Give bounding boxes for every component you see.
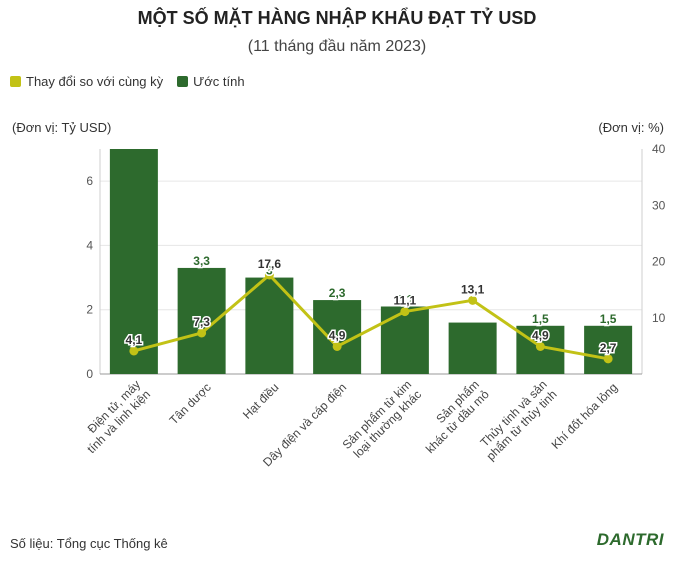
line-value-label: 4,1 [126, 333, 143, 347]
x-tick-label: Điện tử, máytính và linh kiện [74, 377, 153, 456]
line-value-label: 2,7 [600, 341, 617, 355]
legend: Thay đổi so với cùng kỳ Ước tính [10, 74, 245, 89]
legend-item-bar: Ước tính [177, 74, 245, 89]
bar-value-label: 3 [266, 264, 273, 278]
bar [109, 149, 158, 374]
bar-value-label: 2,1 [397, 293, 414, 307]
x-tick-label: Thủy tinh và sảnphẩm từ thủy tinh [474, 377, 560, 463]
x-tick-label: Sản phẩm từ kimloại thường khác [340, 377, 424, 461]
legend-swatch-line [10, 76, 21, 87]
left-axis-unit: (Đơn vị: Tỷ USD) [12, 120, 112, 135]
line-point [264, 270, 274, 280]
y-left-tick-label: 6 [86, 174, 93, 188]
x-tick-label: Khí đốt hóa lỏng [549, 380, 621, 452]
y-right-tick-label: 40 [652, 142, 666, 156]
x-tick-label: Tân dược [167, 380, 214, 427]
x-tick-label-line: Khí đốt hóa lỏng [549, 380, 621, 452]
bar-value-label: 2,3 [329, 286, 346, 300]
y-left-tick-label: 2 [86, 303, 93, 317]
line-value-label: 4,9 [532, 328, 549, 342]
line-value-label: 11,1 [394, 294, 417, 308]
line-point [129, 346, 139, 356]
bar [380, 306, 429, 374]
line-value-label: 13,1 [461, 282, 485, 296]
bar [448, 322, 497, 374]
bar [584, 325, 633, 374]
legend-label-line: Thay đổi so với cùng kỳ [26, 74, 164, 89]
x-tick-label-line: Hạt điều [240, 380, 282, 422]
line-point [197, 328, 207, 338]
line-point [332, 341, 342, 351]
chart-subtitle: (11 tháng đầu năm 2023) [247, 38, 427, 55]
brand-logo: DANTRI [596, 530, 664, 549]
line-value-label: 7,3 [193, 315, 210, 329]
bar-value-label: 1,5 [600, 312, 617, 326]
source-note: Số liệu: Tổng cục Thống kê [10, 536, 168, 551]
x-tick-label-line: Tân dược [167, 380, 214, 427]
chart-title: MỘT SỐ MẶT HÀNG NHẬP KHẨU ĐẠT TỶ USD [137, 8, 537, 28]
y-right-tick-label: 30 [652, 198, 666, 212]
x-tick-label: Sản phẩmkhác từ dầu mỏ [413, 377, 492, 456]
bar-value-label: 1,5 [532, 312, 549, 326]
right-axis-unit: (Đơn vị: %) [598, 120, 664, 135]
y-right-tick-label: 20 [652, 255, 666, 269]
y-left-tick-label: 4 [86, 238, 93, 252]
y-right-tick-label: 10 [652, 311, 666, 325]
line-series [133, 273, 609, 361]
y-left-tick-label: 0 [86, 367, 93, 381]
legend-item-line: Thay đổi so với cùng kỳ [10, 74, 163, 89]
legend-label-bar: Ước tính [193, 74, 245, 89]
line-value-label: 17,6 [258, 257, 282, 271]
line-value-label: 4,9 [329, 328, 346, 342]
line-point [400, 307, 410, 317]
x-tick-label: Hạt điều [240, 380, 282, 422]
line-point [603, 354, 613, 364]
bar-value-label: 3,3 [193, 254, 210, 268]
line-point [468, 295, 478, 305]
line-point [535, 341, 545, 351]
legend-swatch-bar [177, 76, 189, 87]
